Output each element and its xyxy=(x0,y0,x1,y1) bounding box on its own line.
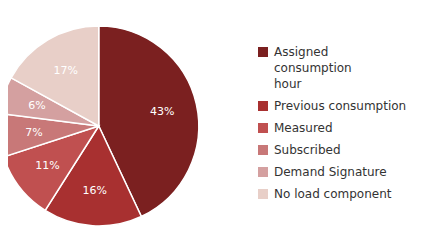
html-text:No load component: No load component xyxy=(274,187,392,201)
html-text:Measured: Measured xyxy=(274,121,333,135)
html-text:Assigned consumption hour: Assigned consumption hour xyxy=(274,45,352,91)
svg-text:6%: 6% xyxy=(28,99,45,112)
svg-text:16%: 16% xyxy=(82,184,106,197)
svg-text:7%: 7% xyxy=(25,126,42,139)
html-text:Previous consumption: Previous consumption xyxy=(274,99,407,113)
svg-text:11%: 11% xyxy=(35,159,59,172)
svg-text:43%: 43% xyxy=(150,105,174,118)
html-text:Demand Signature: Demand Signature xyxy=(274,165,387,179)
html-text:Subscribed: Subscribed xyxy=(274,143,341,157)
svg-text:17%: 17% xyxy=(53,64,77,77)
